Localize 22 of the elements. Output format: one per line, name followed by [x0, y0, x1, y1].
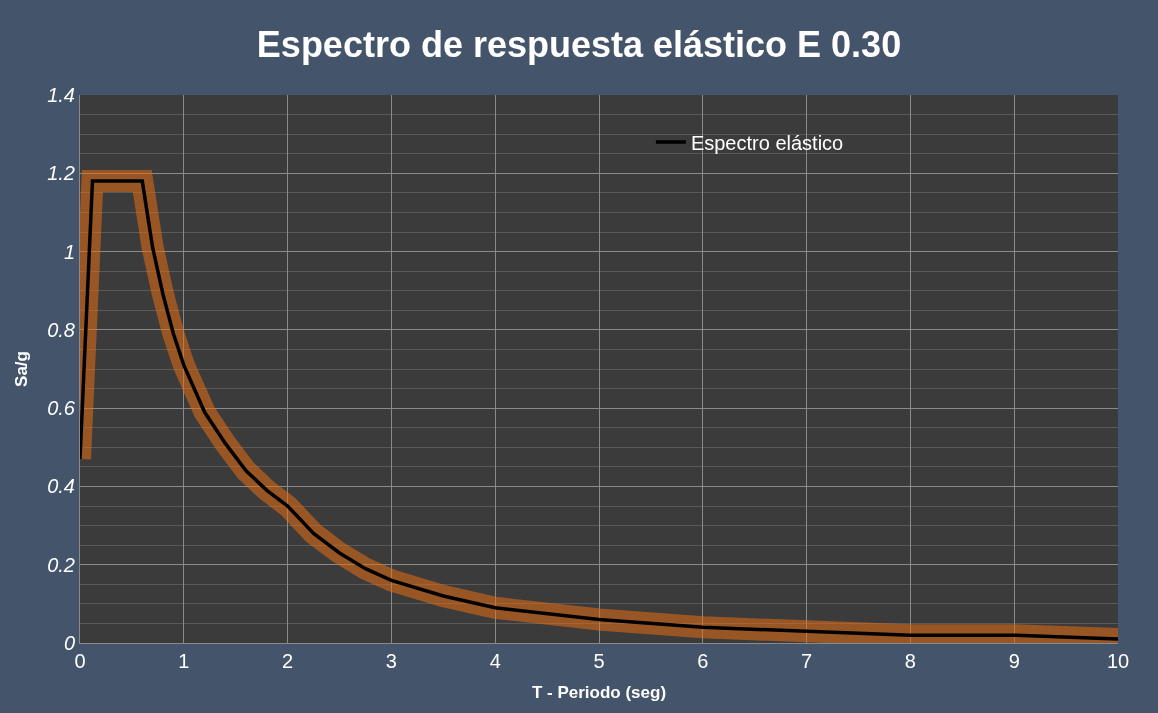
x-tick-label: 3: [385, 650, 397, 672]
legend-label: Espectro elástico: [690, 131, 844, 154]
y-tick-label: 1.4: [47, 84, 75, 106]
y-tick-label: 0: [63, 632, 75, 654]
y-tick-label: 1: [63, 240, 75, 263]
y-tick-label: 0.8: [47, 318, 75, 341]
y-tick-label: 0.2: [47, 553, 75, 576]
x-tick-label: 9: [1008, 650, 1020, 672]
x-tick-label: 10: [1106, 650, 1130, 672]
x-axis-title: T - Periodo (seg): [531, 683, 667, 703]
x-tick-label: 7: [801, 650, 813, 672]
x-tick-label: 6: [697, 650, 709, 672]
y-tick-label: 1.2: [47, 162, 75, 185]
y-axis-title: Sa/g: [11, 351, 31, 387]
x-tick-label: 5: [593, 650, 605, 672]
x-tick-label: 1: [178, 650, 190, 672]
x-tick-label: 4: [489, 650, 501, 672]
x-tick-label: 8: [904, 650, 916, 672]
y-tick-label: 0.6: [47, 397, 76, 420]
y-tick-label: 0.4: [47, 475, 75, 498]
chart-title: Espectro de respuesta elástico E 0.30: [256, 24, 902, 66]
x-tick-label: 2: [282, 650, 294, 672]
